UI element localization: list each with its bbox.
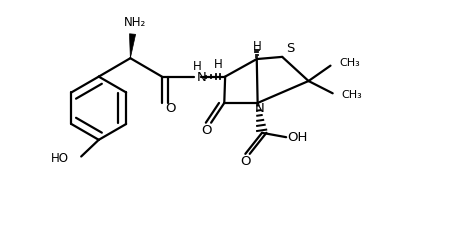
Text: CH₃: CH₃ — [339, 58, 360, 69]
Text: O: O — [240, 155, 251, 168]
Text: OH: OH — [287, 131, 308, 144]
Text: N: N — [255, 102, 264, 115]
Text: H: H — [193, 60, 201, 73]
Text: CH₃: CH₃ — [341, 91, 362, 100]
Text: H: H — [253, 40, 262, 53]
Text: HO: HO — [51, 152, 69, 165]
Text: NH₂: NH₂ — [124, 16, 146, 29]
Text: O: O — [165, 102, 175, 115]
Polygon shape — [129, 34, 136, 58]
Text: O: O — [201, 124, 212, 137]
Text: S: S — [286, 43, 294, 55]
Text: H: H — [214, 58, 223, 71]
Text: N: N — [197, 71, 207, 84]
